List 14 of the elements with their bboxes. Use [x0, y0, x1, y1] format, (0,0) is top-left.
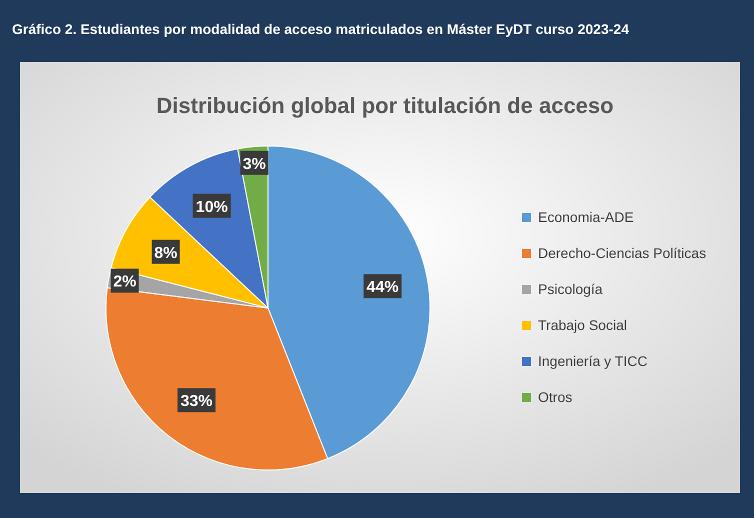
legend-label: Trabajo Social	[538, 317, 627, 333]
legend-label: Economia-ADE	[538, 209, 634, 225]
legend-label: Derecho-Ciencias Políticas	[538, 245, 706, 261]
chart-subtitle: Distribución global por titulación de acceso	[156, 93, 614, 118]
chart-title: Gráfico 2. Estudiantes por modalidad de acceso matriculados en Máster EyDT curso 2023-24	[12, 21, 630, 37]
legend-label: Ingeniería y TICC	[538, 353, 648, 369]
data-label: 3%	[242, 156, 266, 173]
data-label: 44%	[366, 279, 399, 296]
data-label: 10%	[196, 198, 228, 216]
legend-label: Psicología	[538, 281, 603, 297]
data-label: 2%	[113, 274, 136, 291]
legend-label: Otros	[538, 389, 572, 405]
data-label: 33%	[180, 393, 213, 410]
data-label: 8%	[154, 244, 178, 262]
